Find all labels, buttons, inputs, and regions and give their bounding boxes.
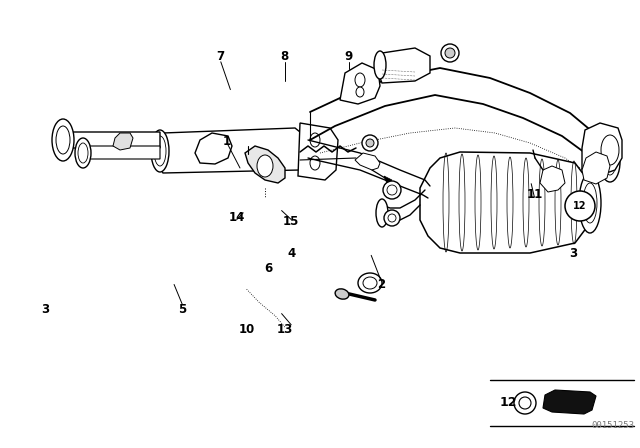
- Circle shape: [514, 392, 536, 414]
- Polygon shape: [582, 123, 622, 176]
- Polygon shape: [195, 133, 232, 164]
- Circle shape: [388, 214, 396, 222]
- Ellipse shape: [151, 130, 169, 172]
- Polygon shape: [340, 63, 380, 104]
- Ellipse shape: [358, 273, 382, 293]
- Text: 4: 4: [287, 246, 295, 260]
- Ellipse shape: [310, 156, 320, 170]
- Ellipse shape: [78, 143, 88, 163]
- Circle shape: [384, 210, 400, 226]
- Ellipse shape: [600, 142, 620, 182]
- Polygon shape: [155, 128, 310, 173]
- Ellipse shape: [75, 138, 91, 168]
- Text: 3: 3: [41, 302, 49, 316]
- Ellipse shape: [335, 289, 349, 299]
- Text: 7: 7: [217, 49, 225, 63]
- Polygon shape: [355, 153, 380, 170]
- Text: 13: 13: [276, 323, 293, 336]
- Polygon shape: [113, 133, 133, 150]
- Polygon shape: [540, 166, 565, 192]
- Text: 5: 5: [179, 302, 186, 316]
- Circle shape: [383, 181, 401, 199]
- Ellipse shape: [356, 87, 364, 97]
- Text: 3: 3: [569, 246, 577, 260]
- Circle shape: [387, 185, 397, 195]
- Ellipse shape: [154, 136, 166, 166]
- Polygon shape: [543, 390, 596, 414]
- Ellipse shape: [52, 119, 74, 161]
- Ellipse shape: [579, 173, 601, 233]
- Circle shape: [366, 139, 374, 147]
- Ellipse shape: [355, 73, 365, 87]
- Circle shape: [362, 135, 378, 151]
- Ellipse shape: [374, 51, 386, 79]
- Text: 15: 15: [283, 215, 300, 228]
- Ellipse shape: [593, 159, 603, 173]
- Polygon shape: [298, 123, 338, 180]
- Circle shape: [565, 191, 595, 221]
- Circle shape: [441, 44, 459, 62]
- Text: 10: 10: [238, 323, 255, 336]
- Text: 11: 11: [526, 188, 543, 202]
- Ellipse shape: [376, 199, 388, 227]
- Ellipse shape: [56, 126, 70, 154]
- Text: 00151253: 00151253: [591, 421, 634, 430]
- Text: 9: 9: [345, 49, 353, 63]
- Polygon shape: [420, 152, 590, 253]
- Ellipse shape: [363, 277, 377, 289]
- Text: 8: 8: [281, 49, 289, 63]
- Circle shape: [519, 397, 531, 409]
- Polygon shape: [378, 48, 430, 83]
- Ellipse shape: [604, 149, 616, 175]
- Ellipse shape: [257, 155, 273, 177]
- Ellipse shape: [583, 183, 597, 223]
- Text: 12: 12: [500, 396, 518, 409]
- Ellipse shape: [310, 133, 320, 147]
- Text: 6: 6: [265, 262, 273, 276]
- Text: 14: 14: [228, 211, 245, 224]
- Polygon shape: [60, 132, 160, 148]
- Text: 12: 12: [573, 201, 587, 211]
- Circle shape: [445, 48, 455, 58]
- Polygon shape: [245, 146, 285, 183]
- Ellipse shape: [601, 135, 619, 165]
- Text: 1: 1: [223, 134, 231, 148]
- Text: 2: 2: [377, 278, 385, 291]
- Polygon shape: [582, 152, 610, 184]
- Polygon shape: [80, 146, 160, 159]
- Polygon shape: [384, 176, 392, 186]
